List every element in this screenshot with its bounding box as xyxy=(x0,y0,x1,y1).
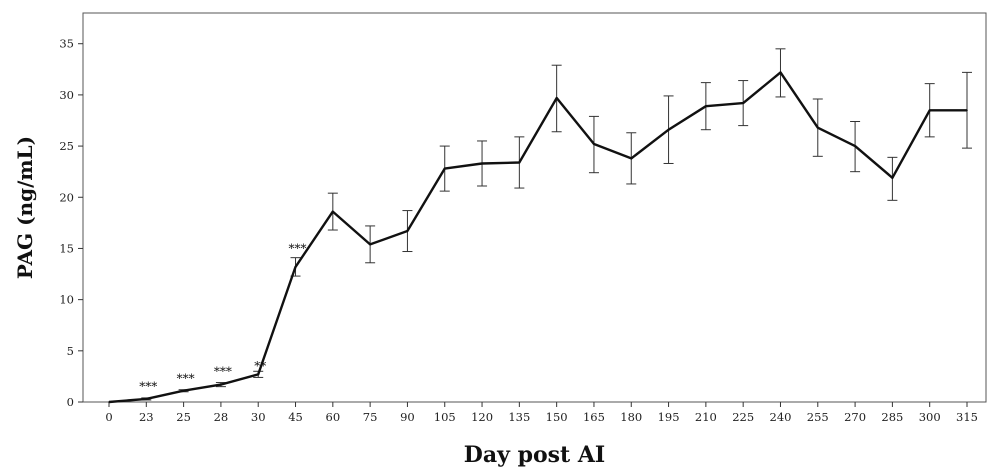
x-tick-label: 150 xyxy=(546,410,568,424)
data-point xyxy=(257,373,260,376)
data-point xyxy=(332,210,334,213)
error-bars xyxy=(141,48,972,401)
x-tick-label: 45 xyxy=(288,410,303,424)
data-point xyxy=(854,145,856,147)
x-axis-title: Day post AI xyxy=(464,442,605,468)
y-tick-label: 30 xyxy=(59,88,74,102)
data-point xyxy=(481,162,483,165)
data-point xyxy=(966,109,968,112)
y-tick-label: 15 xyxy=(59,241,74,255)
significance-marker: *** xyxy=(289,241,307,255)
plot-frame xyxy=(82,12,987,403)
significance-marker: *** xyxy=(139,380,157,394)
x-tick-label: 300 xyxy=(919,410,941,424)
data-point xyxy=(108,401,110,403)
significance-marker: ** xyxy=(254,359,266,373)
data-point xyxy=(705,105,707,107)
y-tick-label: 5 xyxy=(67,344,74,358)
x-tick-label: 225 xyxy=(732,410,754,424)
data-point xyxy=(593,143,595,145)
x-tick-label: 270 xyxy=(844,410,866,424)
data-point xyxy=(406,230,409,232)
y-tick-label: 35 xyxy=(59,37,74,51)
x-tick-label: 255 xyxy=(807,410,829,424)
data-point xyxy=(779,71,782,74)
y-tick-label: 20 xyxy=(59,190,74,204)
plot-border xyxy=(82,12,987,403)
data-point xyxy=(630,157,633,160)
data-point xyxy=(369,243,371,246)
x-tick-label: 105 xyxy=(434,410,456,424)
x-tick-label: 285 xyxy=(881,410,903,424)
x-tick-label: 240 xyxy=(770,410,792,424)
significance-marker: *** xyxy=(177,371,195,385)
x-tick-label: 120 xyxy=(471,410,493,424)
x-tick-label: 90 xyxy=(400,410,415,424)
x-tick-label: 315 xyxy=(956,410,978,424)
series-line-group xyxy=(108,71,968,404)
data-point xyxy=(555,97,558,99)
data-point xyxy=(294,266,297,268)
x-tick-label: 135 xyxy=(508,410,530,424)
x-tick-label: 180 xyxy=(620,410,642,424)
significance-marker: *** xyxy=(214,364,232,378)
x-tick-label: 28 xyxy=(214,410,229,424)
data-point xyxy=(443,167,446,170)
y-tick-label: 10 xyxy=(59,293,74,307)
x-tick-label: 210 xyxy=(695,410,717,424)
x-tick-label: 75 xyxy=(363,410,378,424)
x-tick-label: 30 xyxy=(251,410,266,424)
x-tick-label: 23 xyxy=(139,410,154,424)
data-point xyxy=(145,398,148,400)
data-point xyxy=(667,128,670,131)
data-point xyxy=(742,102,744,104)
data-point xyxy=(891,177,894,179)
x-axis-ticks: 0 23 25 28 30 45 60 75 90 105 120 135 150 165 180 195 21… xyxy=(105,402,978,424)
data-point xyxy=(220,383,222,386)
y-tick-label: 25 xyxy=(59,139,74,153)
y-tick-label: 0 xyxy=(67,395,74,409)
data-point xyxy=(182,389,185,392)
y-axis-ticks: 0 5 10 15 20 25 30 35 xyxy=(59,37,83,409)
x-tick-label: 25 xyxy=(176,410,191,424)
x-tick-label: 0 xyxy=(105,410,112,424)
series-line xyxy=(108,71,967,404)
y-axis-title: PAG (ng/mL) xyxy=(13,136,37,279)
data-point xyxy=(928,109,931,112)
significance-annotations: ********* ***** xyxy=(139,241,306,393)
x-tick-label: 60 xyxy=(326,410,341,424)
x-tick-label: 195 xyxy=(658,410,680,424)
data-point xyxy=(816,126,819,129)
x-tick-label: 165 xyxy=(583,410,605,424)
data-point xyxy=(518,161,521,164)
